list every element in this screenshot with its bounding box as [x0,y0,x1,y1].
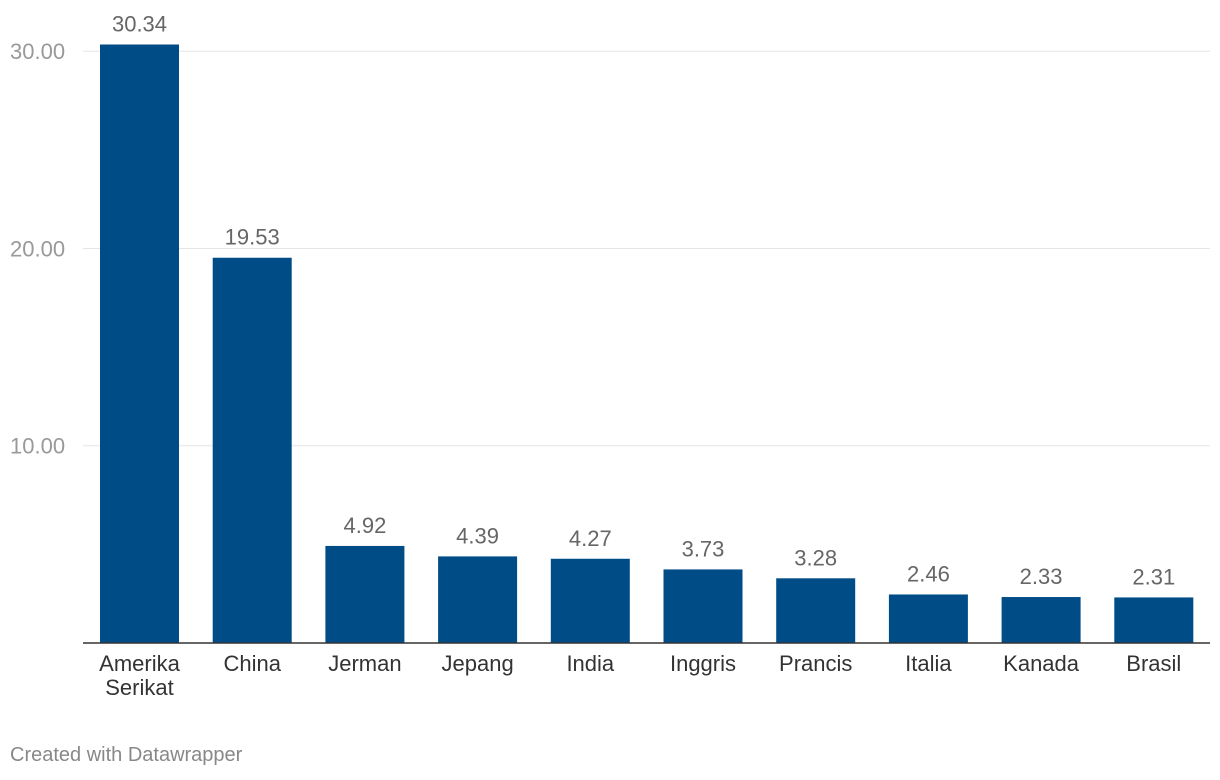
bar [776,578,856,643]
bars [100,44,1194,643]
bar [550,558,630,643]
bar-value-label: 3.28 [794,545,837,570]
x-category-label: Jepang [442,651,514,676]
bar [1001,597,1081,643]
bar-value-label: 2.31 [1132,564,1175,589]
bar [212,257,292,643]
bar-value-label: 4.27 [569,526,612,551]
x-category-label: India [566,651,614,676]
bar [325,545,405,643]
value-labels: 30.34 19.53 4.92 4.39 4.27 3.73 3.28 2.46 2.33 2.… [112,12,1175,590]
x-category-label: China [223,651,281,676]
x-category-label: Jerman [328,651,401,676]
bar-value-label: 3.73 [682,536,725,561]
bar [663,569,743,643]
bar-value-label: 4.39 [456,523,499,548]
bar-value-label: 30.34 [112,12,167,37]
x-category-label: Brasil [1126,651,1181,676]
bar-value-label: 19.53 [225,225,280,250]
bar-value-label: 2.46 [907,561,950,586]
bar [1114,597,1194,643]
bar-value-label: 2.33 [1020,564,1063,589]
x-category-label: Italia [905,651,952,676]
credit-text: Created with Datawrapper [10,744,243,766]
y-axis-ticks: 10.00 20.00 30.00 [10,39,65,459]
bar-value-label: 4.92 [343,513,386,538]
bar [888,594,968,643]
x-category-label: Inggris [670,651,736,676]
bar [100,44,179,643]
y-tick-label: 10.00 [10,434,65,459]
y-tick-label: 30.00 [10,39,65,64]
y-tick-label: 20.00 [10,236,65,261]
x-category-label: Kanada [1003,651,1080,676]
x-axis: Amerika Serikat China Jerman Jepang India Ingg… [83,642,1210,700]
x-category-label: Prancis [779,651,852,676]
x-category-label: Amerika Serikat [99,651,180,700]
bar [438,556,518,643]
